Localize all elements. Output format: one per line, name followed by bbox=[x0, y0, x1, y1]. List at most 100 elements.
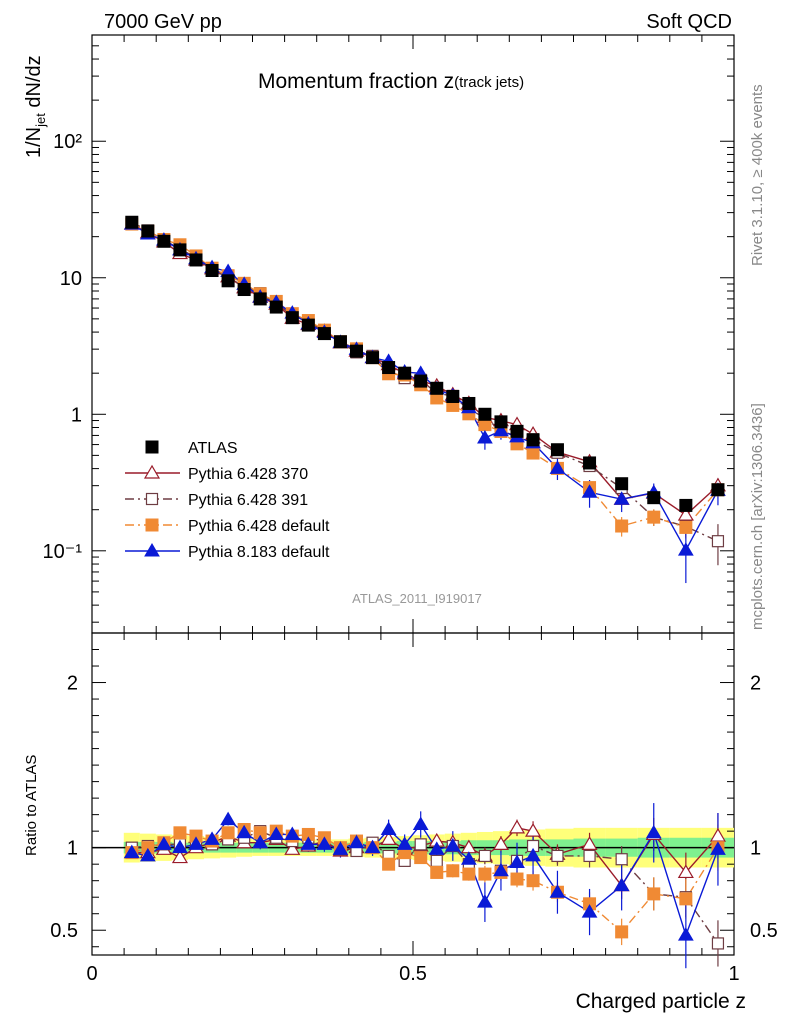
p8-ratio-point bbox=[677, 927, 694, 941]
ratio-series bbox=[123, 803, 726, 969]
p8-point bbox=[493, 422, 509, 437]
atlas-data-point bbox=[711, 483, 725, 497]
p370-ratio-point bbox=[581, 836, 598, 850]
atlas-data-point bbox=[350, 344, 364, 358]
y-axis-label-ratio: Ratio to ATLAS bbox=[23, 755, 40, 856]
p8-ratio-point bbox=[581, 904, 598, 918]
atlas-data-point bbox=[173, 243, 187, 257]
y-axis-label-main: 1/Njet dN/dz bbox=[23, 55, 48, 158]
atlas-data-point bbox=[333, 335, 347, 349]
legend: ATLAS Pythia 6.428 370 Pythia 6.428 391 Pyt… bbox=[125, 440, 330, 561]
p391-ratio-point bbox=[478, 849, 492, 863]
p8-point bbox=[549, 460, 566, 474]
p6def-ratio-point bbox=[382, 857, 396, 871]
p370-ratio-point bbox=[284, 841, 301, 855]
p370-ratio-point bbox=[525, 822, 542, 837]
atlas-data-point bbox=[317, 327, 331, 341]
legend-marker-p8 bbox=[144, 543, 160, 557]
header-right: Soft QCD bbox=[646, 11, 732, 33]
p6def-ratio-point bbox=[526, 874, 540, 888]
mcplots-label: mcplots.cern.ch [arXiv:1306.3436] bbox=[749, 403, 766, 630]
atlas-data-point bbox=[526, 433, 540, 447]
p8-ratio-point bbox=[549, 884, 566, 898]
y-tick-label-ratio-right: 2 bbox=[750, 673, 761, 695]
p8-ratio-point bbox=[380, 821, 397, 836]
p8-ratio-point bbox=[252, 834, 269, 849]
atlas-data-point bbox=[157, 234, 171, 248]
atlas-data-point bbox=[583, 456, 597, 470]
p391-ratio-point bbox=[711, 937, 725, 950]
atlas-data-point bbox=[221, 274, 235, 288]
legend-label-p391: Pythia 6.428 391 bbox=[188, 492, 308, 509]
atlas-data-point bbox=[366, 351, 380, 365]
p370-ratio-point bbox=[508, 819, 526, 834]
p370-ratio-point bbox=[677, 864, 694, 879]
p8-ratio-point bbox=[156, 836, 172, 850]
p8-ratio-point bbox=[396, 836, 413, 850]
p8-point bbox=[677, 542, 694, 556]
p391-point bbox=[711, 535, 725, 548]
p8-ratio-point bbox=[188, 836, 204, 850]
atlas-data-point bbox=[462, 396, 476, 410]
p8-ratio-point bbox=[348, 834, 365, 849]
p370-ratio-point bbox=[171, 849, 188, 864]
p8-ratio-point bbox=[123, 844, 140, 859]
atlas-data-point bbox=[253, 292, 267, 306]
p8-ratio-point bbox=[236, 824, 253, 839]
p8-ratio-point bbox=[412, 816, 429, 831]
p6def-ratio-point bbox=[510, 872, 524, 886]
y-tick-label-ratio-right: 0.5 bbox=[750, 920, 778, 942]
p8-ratio-point bbox=[139, 847, 156, 862]
p6def-ratio-point bbox=[414, 851, 428, 865]
atlas-data-point bbox=[679, 498, 693, 512]
x-tick-label: 1 bbox=[728, 963, 739, 985]
atlas-data-point bbox=[205, 264, 219, 278]
atlas-data-point bbox=[446, 389, 460, 403]
legend-marker-p391 bbox=[145, 492, 159, 506]
p8-point bbox=[613, 491, 630, 505]
p391-ratio-point bbox=[414, 838, 427, 851]
atlas-data-point bbox=[550, 443, 564, 457]
p6def-ratio-point bbox=[478, 867, 492, 881]
atlas-data-point bbox=[615, 477, 629, 491]
p8-ratio-point bbox=[444, 838, 461, 852]
ratio-plot-frame bbox=[91, 632, 735, 956]
analysis-id-label: ATLAS_2011_I919017 bbox=[352, 591, 482, 606]
p6def-point bbox=[615, 519, 629, 533]
p6def-point bbox=[526, 446, 540, 460]
x-tick-label: 0 bbox=[86, 963, 97, 985]
p8-point bbox=[581, 484, 598, 498]
p370-ratio-point bbox=[492, 836, 509, 850]
atlas-data-point bbox=[189, 253, 203, 267]
y-tick-label-main: 1 bbox=[71, 404, 82, 426]
y-tick-label-main: 10⁻¹ bbox=[43, 541, 83, 563]
legend-marker-p370 bbox=[143, 464, 161, 479]
header-left: 7000 GeV pp bbox=[104, 11, 222, 33]
p8-ratio-point bbox=[645, 824, 662, 839]
rivet-version-label: Rivet 3.1.10, ≥ 400k events bbox=[749, 84, 766, 266]
legend-label-data: ATLAS bbox=[188, 440, 238, 457]
atlas-data-point bbox=[285, 311, 299, 325]
p8-ratio-point bbox=[428, 841, 445, 855]
atlas-data-point bbox=[237, 283, 251, 297]
p8-ratio-point bbox=[525, 847, 541, 862]
legend-label-p8: Pythia 8.183 default bbox=[188, 544, 330, 561]
p391-ratio-point bbox=[583, 849, 596, 863]
p391-ratio-point bbox=[615, 853, 628, 866]
p8-ratio-point bbox=[172, 839, 188, 854]
legend-label-p370: Pythia 6.428 370 bbox=[188, 466, 308, 483]
p6def-ratio-point bbox=[430, 865, 444, 879]
chart-title: Momentum fraction z(track jets) bbox=[258, 70, 524, 93]
p8-ratio-point bbox=[284, 826, 301, 840]
p6def-point bbox=[679, 520, 693, 534]
p6def-ratio-point bbox=[647, 887, 661, 901]
atlas-data-point bbox=[382, 361, 396, 375]
p6def-ratio-point bbox=[615, 925, 629, 939]
p6def-ratio-point bbox=[679, 892, 693, 906]
p8-ratio-point bbox=[613, 877, 630, 892]
p8-ratio-point bbox=[316, 836, 333, 850]
p6def-ratio-point bbox=[462, 867, 476, 881]
y-tick-label-main: 10 bbox=[60, 268, 82, 290]
atlas-data-point bbox=[125, 215, 139, 229]
